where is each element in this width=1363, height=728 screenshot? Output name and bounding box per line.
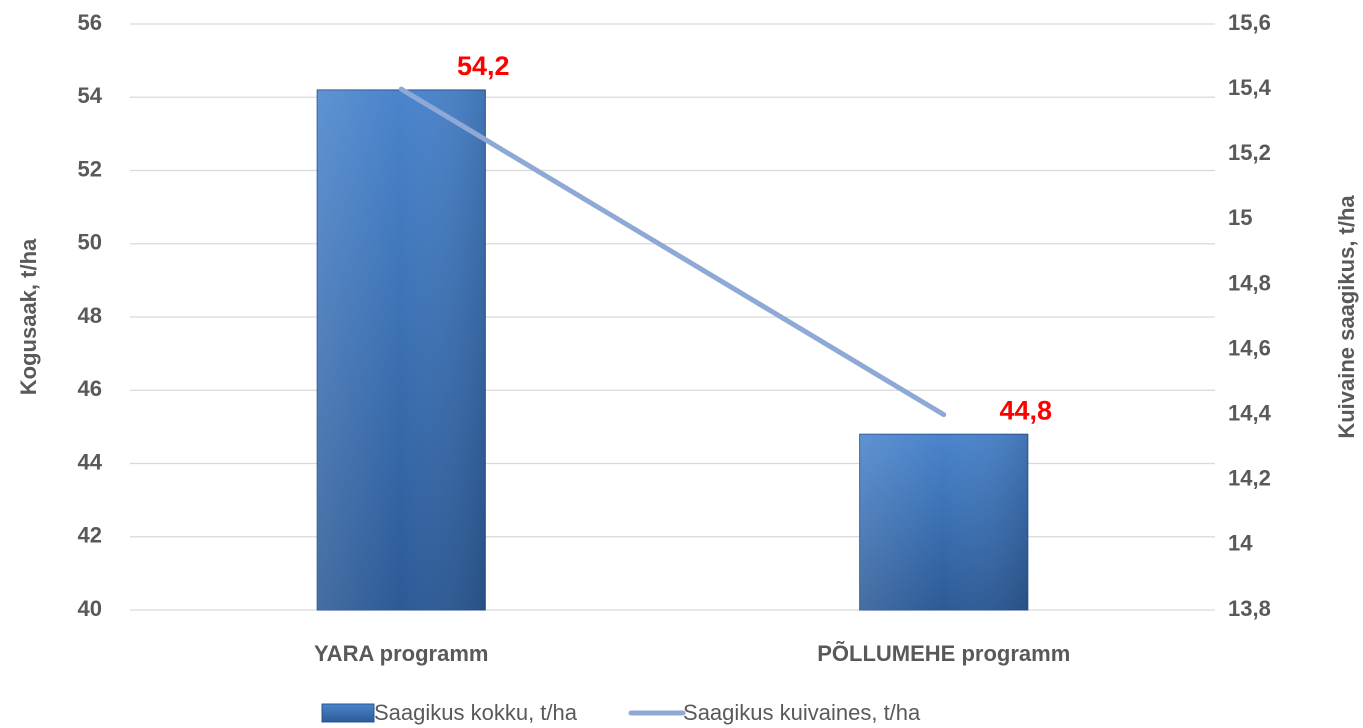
y2-tick-label: 15,2 (1228, 140, 1271, 165)
y2-tick-label: 15 (1228, 205, 1252, 230)
y-tick-label: 40 (78, 596, 102, 621)
line (398, 86, 947, 418)
y-tick-label: 42 (78, 523, 102, 548)
y2-axis-title: Kuivaine saagikus, t/ha (1334, 195, 1359, 439)
y2-tick-label: 15,6 (1228, 10, 1271, 35)
y-tick-label: 52 (78, 156, 102, 181)
x-tick-label: YARA programm (314, 641, 488, 666)
y2-tick-label: 15,4 (1228, 75, 1272, 100)
y2-tick-label: 13,8 (1228, 596, 1271, 621)
y-tick-label: 44 (78, 449, 103, 474)
y2-tick-label: 14,2 (1228, 466, 1271, 491)
y-tick-label: 50 (78, 230, 102, 255)
y-tick-label: 54 (78, 83, 103, 108)
legend-label: Saagikus kuivaines, t/ha (683, 700, 921, 725)
y2-tick-label: 14,4 (1228, 400, 1272, 425)
legend-label: Saagikus kokku, t/ha (374, 700, 578, 725)
bar-shade (317, 89, 486, 611)
y-tick-label: 48 (78, 303, 102, 328)
bar-shade (859, 434, 1028, 610)
value-label: 54,2 (457, 51, 510, 81)
y2-tick-label: 14,8 (1228, 270, 1271, 295)
y2-tick-label: 14,6 (1228, 335, 1271, 360)
value-label: 44,8 (999, 395, 1052, 425)
y2-tick-label: 14 (1228, 531, 1253, 556)
y-tick-label: 56 (78, 10, 102, 35)
y-tick-label: 46 (78, 376, 102, 401)
legend-swatch (321, 703, 375, 723)
x-tick-label: PÕLLUMEHE programm (817, 641, 1070, 666)
y-axis-title: Kogusaak, t/ha (16, 238, 41, 395)
